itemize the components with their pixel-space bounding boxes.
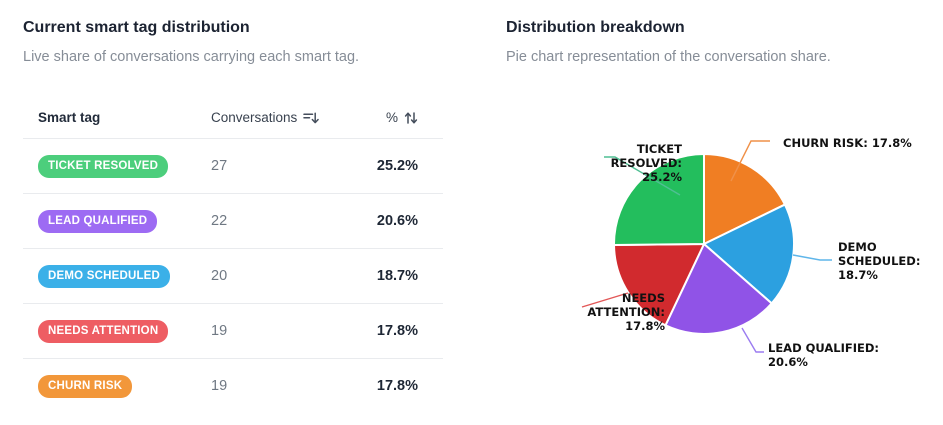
conversations-count: 27 <box>211 158 228 174</box>
percent-value: 17.8% <box>376 378 418 394</box>
sort-descending-icon[interactable] <box>303 111 320 125</box>
conversations-count: 20 <box>211 268 228 284</box>
table-row: DEMO SCHEDULED 20 18.7% <box>23 248 443 303</box>
smart-tag-badge: LEAD QUALIFIED <box>38 209 158 233</box>
pie-label-demo-scheduled: DEMO SCHEDULED: 18.7% <box>838 240 921 282</box>
leader-line-churn-risk <box>730 140 770 182</box>
percent-value: 20.6% <box>376 213 418 229</box>
page-subtitle: Live share of conversations carrying eac… <box>23 49 360 65</box>
pie-slice-churn-risk <box>703 153 786 245</box>
sort-up-down-icon[interactable] <box>404 111 418 125</box>
pie-label-needs-attention: NEEDS ATTENTION: 17.8% <box>587 291 665 333</box>
column-header-percent-label: % <box>385 110 398 125</box>
column-header-conversations[interactable]: Conversations <box>196 110 363 125</box>
smart-tag-badge: NEEDS ATTENTION <box>38 319 169 343</box>
percent-value: 17.8% <box>376 323 418 339</box>
table-row: LEAD QUALIFIED 22 20.6% <box>23 193 443 248</box>
smart-tag-badge: DEMO SCHEDULED <box>38 264 171 288</box>
page-title: Current smart tag distribution <box>23 19 250 36</box>
pie-slice-demo-scheduled <box>703 203 795 305</box>
leader-line-demo-scheduled <box>792 254 832 261</box>
table-row: CHURN RISK 19 17.8% <box>23 358 443 413</box>
table-row: NEEDS ATTENTION 19 17.8% <box>23 303 443 358</box>
pie-label-ticket-resolved: TICKET RESOLVED: 25.2% <box>610 142 682 184</box>
column-header-conversations-label: Conversations <box>211 110 298 125</box>
pie-label-lead-qualified: LEAD QUALIFIED: 20.6% <box>768 341 880 369</box>
conversations-count: 19 <box>211 378 228 394</box>
smart-tag-badge: CHURN RISK <box>38 374 133 398</box>
leader-line-lead-qualified <box>741 327 764 353</box>
left-panel: Current smart tag distribution Live shar… <box>23 17 463 66</box>
smart-tag-badge: TICKET RESOLVED <box>38 154 169 178</box>
percent-value: 25.2% <box>376 158 418 174</box>
conversations-count: 19 <box>211 323 228 339</box>
conversations-count: 22 <box>211 213 228 229</box>
column-header-smart-tag[interactable]: Smart tag <box>23 110 196 125</box>
pie-label-churn-risk: CHURN RISK: 17.8% <box>783 136 912 150</box>
smart-tag-table: Smart tag Conversations % TICKET RESOLVE… <box>23 97 443 413</box>
column-header-percent[interactable]: % <box>363 110 443 125</box>
table-header-row: Smart tag Conversations % <box>23 97 443 138</box>
table-row: TICKET RESOLVED 27 25.2% <box>23 138 443 193</box>
right-panel: Distribution breakdown Pie chart represe… <box>506 17 943 66</box>
pie-slice-lead-qualified <box>664 243 773 335</box>
chart-subtitle: Pie chart representation of the conversa… <box>506 49 831 65</box>
chart-title: Distribution breakdown <box>506 19 685 36</box>
percent-value: 18.7% <box>376 268 418 284</box>
column-header-smart-tag-label: Smart tag <box>38 110 101 125</box>
